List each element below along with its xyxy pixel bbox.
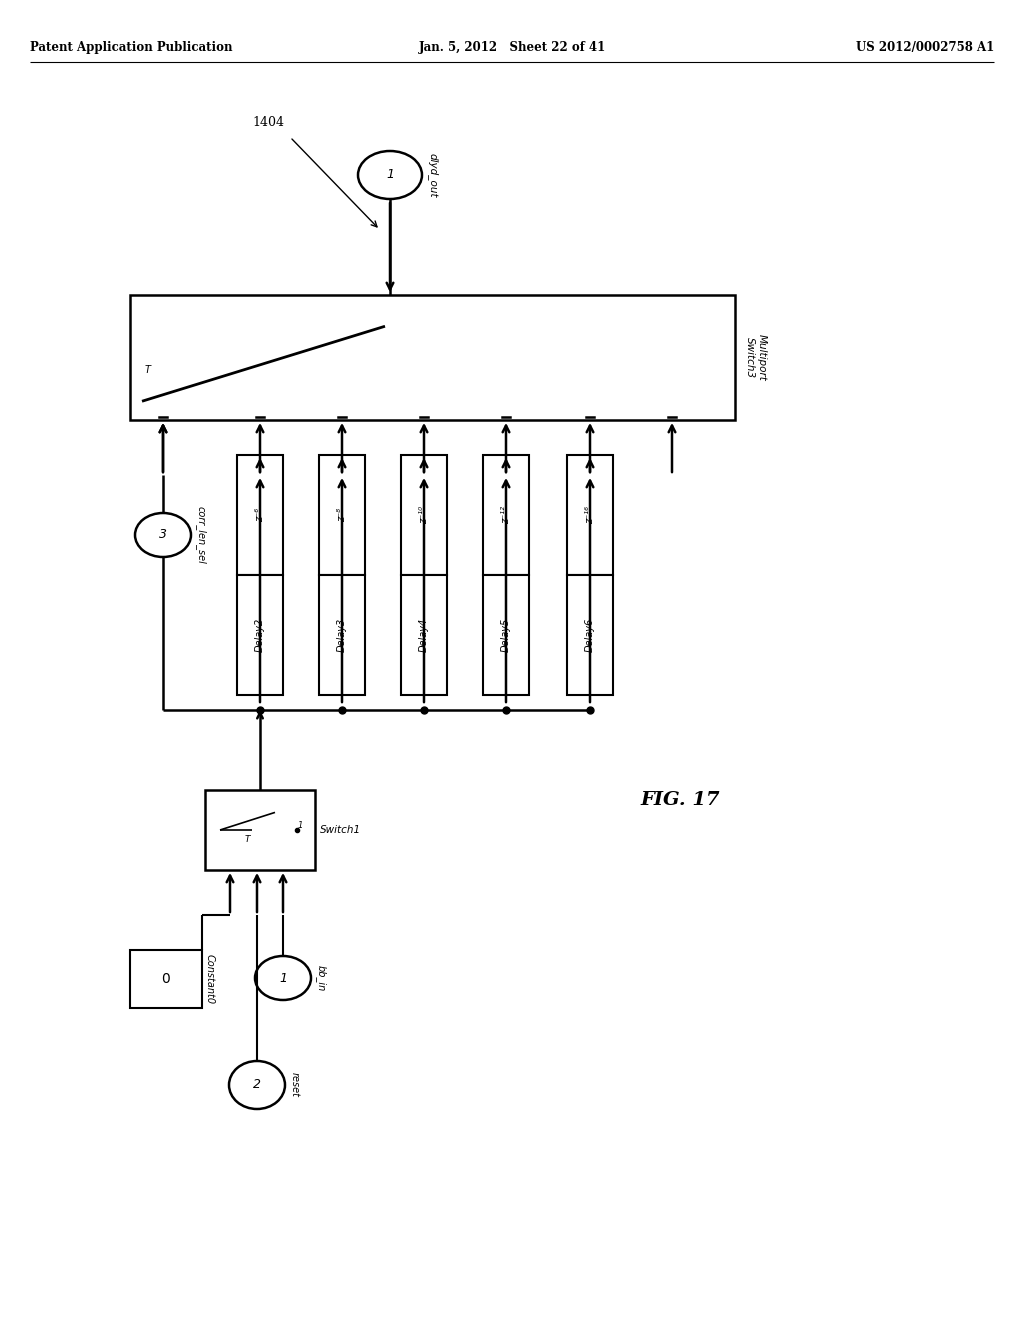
Text: z⁻¹⁶: z⁻¹⁶ — [585, 506, 595, 524]
Bar — [319, 576, 365, 696]
Text: 3: 3 — [159, 528, 167, 541]
Bar — [319, 455, 365, 576]
Ellipse shape — [358, 150, 422, 199]
Bar — [567, 455, 613, 576]
Bar — [567, 576, 613, 696]
Text: Delay5: Delay5 — [501, 618, 511, 652]
Text: US 2012/0002758 A1: US 2012/0002758 A1 — [856, 41, 994, 54]
Bar — [130, 950, 202, 1008]
Text: Switch1: Switch1 — [319, 825, 361, 836]
Ellipse shape — [135, 513, 191, 557]
Bar — [483, 576, 529, 696]
Text: z⁻⁸: z⁻⁸ — [337, 508, 347, 523]
Text: Delay3: Delay3 — [337, 618, 347, 652]
Text: Delay4: Delay4 — [419, 618, 429, 652]
Text: Patent Application Publication: Patent Application Publication — [30, 41, 232, 54]
Text: Multiport
Switch3: Multiport Switch3 — [745, 334, 767, 381]
Bar — [401, 576, 447, 696]
Bar — [237, 576, 283, 696]
Bar — [130, 294, 735, 420]
Text: z⁻¹²: z⁻¹² — [501, 506, 511, 524]
Text: 0: 0 — [162, 972, 170, 986]
Text: 1: 1 — [279, 972, 287, 985]
Text: Jan. 5, 2012   Sheet 22 of 41: Jan. 5, 2012 Sheet 22 of 41 — [419, 41, 605, 54]
Text: bb_in: bb_in — [316, 965, 327, 991]
Text: Constant0: Constant0 — [205, 954, 215, 1005]
Text: T: T — [245, 836, 250, 843]
Text: T: T — [145, 366, 151, 375]
Bar — [237, 455, 283, 576]
Text: 2: 2 — [253, 1078, 261, 1092]
Ellipse shape — [255, 956, 311, 1001]
Bar — [401, 455, 447, 576]
Text: 1: 1 — [386, 169, 394, 181]
Text: reset: reset — [290, 1072, 300, 1097]
Text: corr_len_sel: corr_len_sel — [196, 506, 207, 564]
Text: dlyd_out: dlyd_out — [428, 153, 439, 197]
Bar — [205, 789, 315, 870]
Text: z⁻⁶: z⁻⁶ — [255, 508, 265, 523]
Bar — [483, 455, 529, 576]
Text: FIG. 17: FIG. 17 — [640, 791, 720, 809]
Text: z⁻¹⁰: z⁻¹⁰ — [419, 506, 429, 524]
Text: 1404: 1404 — [252, 116, 284, 128]
Text: Delay2: Delay2 — [255, 618, 265, 652]
Text: 1: 1 — [297, 821, 303, 830]
Ellipse shape — [229, 1061, 285, 1109]
Text: Delay6: Delay6 — [585, 618, 595, 652]
